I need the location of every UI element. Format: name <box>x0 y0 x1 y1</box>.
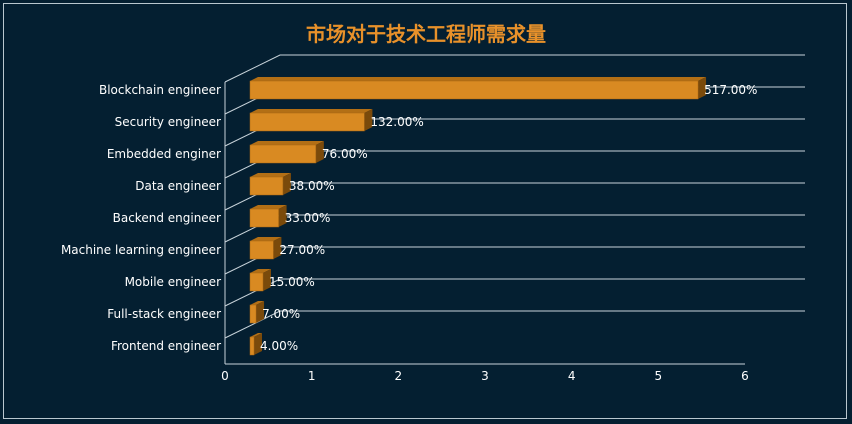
bar-top <box>250 109 373 113</box>
bar-side <box>282 173 291 195</box>
category-label: Mobile engineer <box>125 275 221 289</box>
bar-side <box>254 333 262 355</box>
bar <box>249 336 255 356</box>
value-label: 76.00% <box>322 147 368 161</box>
bar-side <box>364 109 373 131</box>
bar-top <box>250 141 324 145</box>
bar-top <box>250 77 707 81</box>
x-tick-label: 2 <box>395 369 403 383</box>
value-label: 27.00% <box>279 243 325 257</box>
category-label: Security engineer <box>115 115 221 129</box>
category-label: Backend engineer <box>113 211 221 225</box>
bar-top <box>250 237 282 241</box>
category-label: Data engineer <box>135 179 221 193</box>
x-tick-label: 3 <box>481 369 489 383</box>
chart-frame <box>3 3 847 419</box>
x-tick-label: 1 <box>308 369 316 383</box>
gridline <box>224 278 805 307</box>
category-label: Embedded enginer <box>107 147 221 161</box>
bar-side <box>278 205 287 227</box>
value-label: 15.00% <box>269 275 315 289</box>
bar-side <box>256 301 265 323</box>
bar-side <box>315 141 324 163</box>
bar <box>249 176 284 196</box>
bar <box>249 144 317 164</box>
gridline <box>224 54 805 83</box>
gridline <box>224 310 805 339</box>
x-tick-label: 4 <box>568 369 576 383</box>
bar <box>249 272 264 292</box>
value-label: 38.00% <box>289 179 335 193</box>
bar <box>249 208 279 228</box>
category-label: Full-stack engineer <box>107 307 221 321</box>
bar-side <box>698 77 707 99</box>
bar-side <box>263 269 271 291</box>
bar-top <box>250 333 262 337</box>
category-label: Blockchain engineer <box>99 83 221 97</box>
value-label: 7.00% <box>262 307 300 321</box>
bar-side <box>273 237 282 259</box>
bar-top <box>250 205 287 209</box>
bar <box>249 80 699 100</box>
bar-top <box>250 269 271 273</box>
bar <box>249 304 257 324</box>
bar-top <box>250 301 265 305</box>
value-label: 33.00% <box>285 211 331 225</box>
value-label: 132.00% <box>370 115 423 129</box>
bar <box>249 112 365 132</box>
category-label: Frontend engineer <box>111 339 221 353</box>
category-label: Machine learning engineer <box>61 243 221 257</box>
x-tick-label: 6 <box>741 369 749 383</box>
bar-top <box>250 173 291 177</box>
value-label: 517.00% <box>704 83 757 97</box>
bar <box>249 240 274 260</box>
value-label: 4.00% <box>260 339 298 353</box>
chart-title: 市场对于技术工程师需求量 <box>306 22 546 46</box>
x-tick-label: 5 <box>655 369 663 383</box>
x-tick-label: 0 <box>221 369 229 383</box>
